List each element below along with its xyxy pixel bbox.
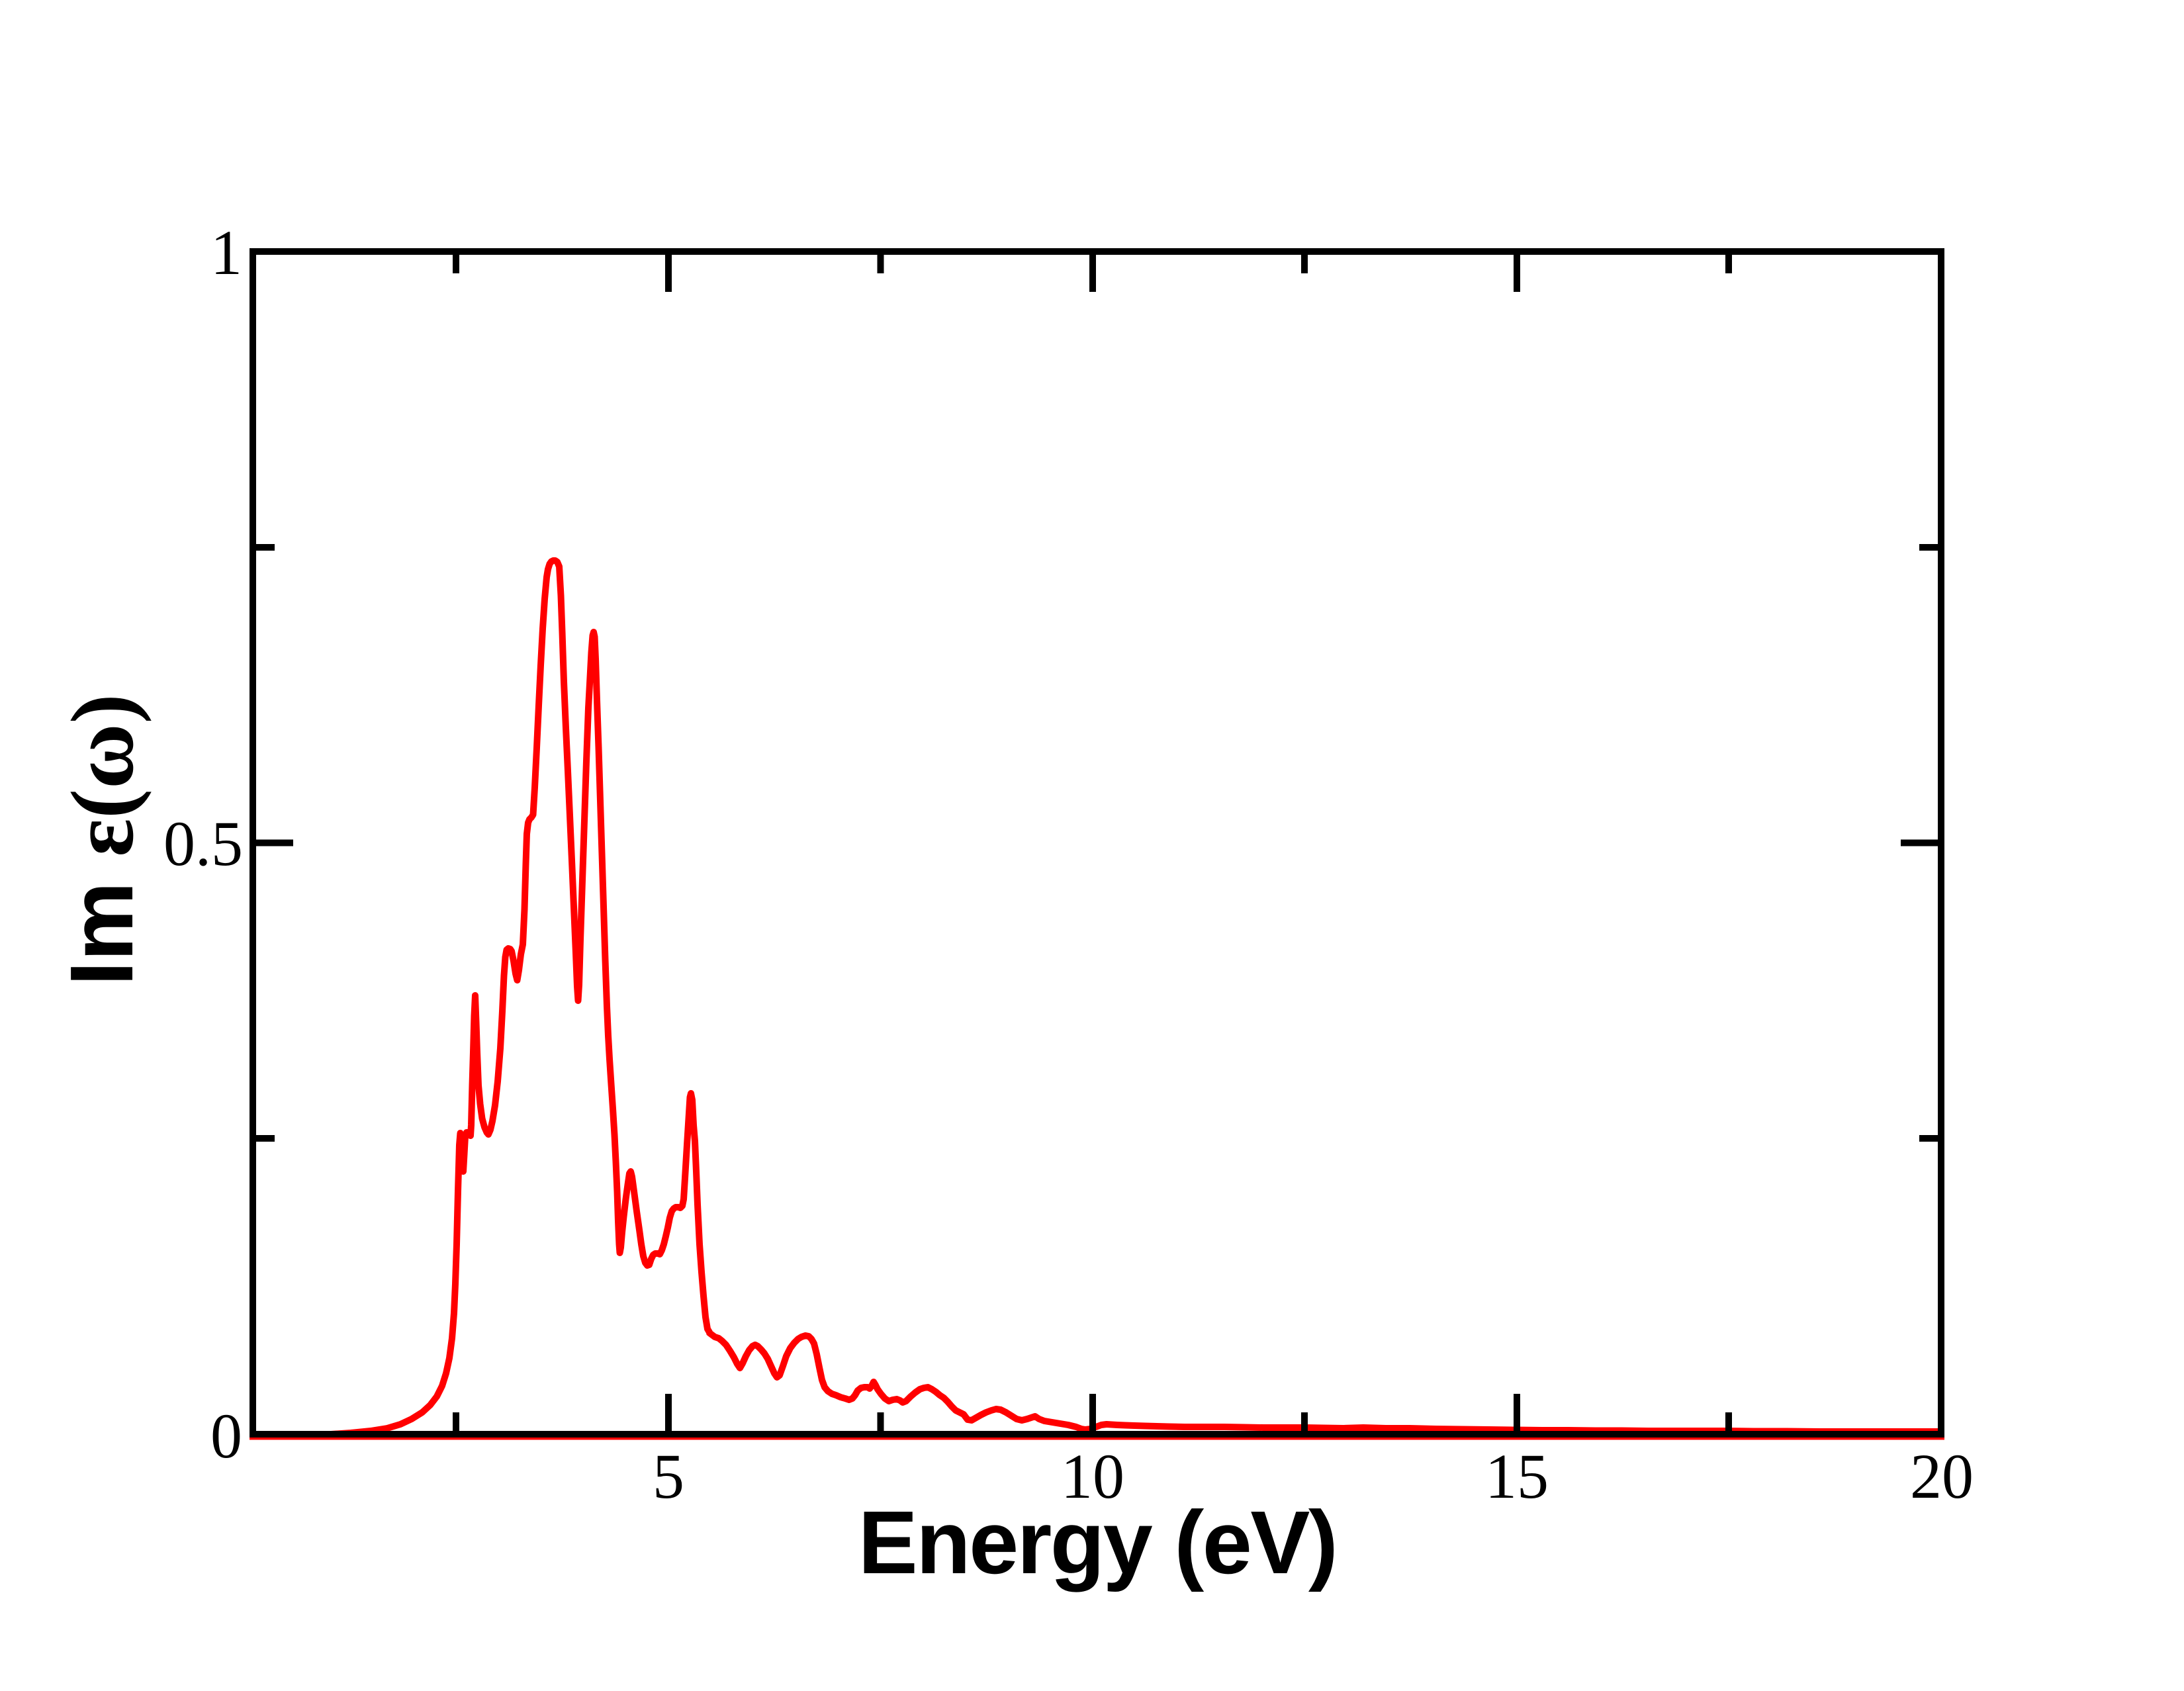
svg-text:0: 0 [210, 1400, 242, 1471]
svg-text:20: 20 [1910, 1441, 1974, 1512]
svg-text:Im ε(ω): Im ε(ω) [52, 694, 152, 985]
svg-text:1: 1 [210, 217, 242, 288]
svg-text:5: 5 [653, 1441, 684, 1512]
svg-text:10: 10 [1061, 1441, 1124, 1512]
svg-text:15: 15 [1485, 1441, 1549, 1512]
svg-text:Energy (eV): Energy (eV) [858, 1492, 1337, 1592]
svg-text:0.5: 0.5 [163, 808, 243, 879]
